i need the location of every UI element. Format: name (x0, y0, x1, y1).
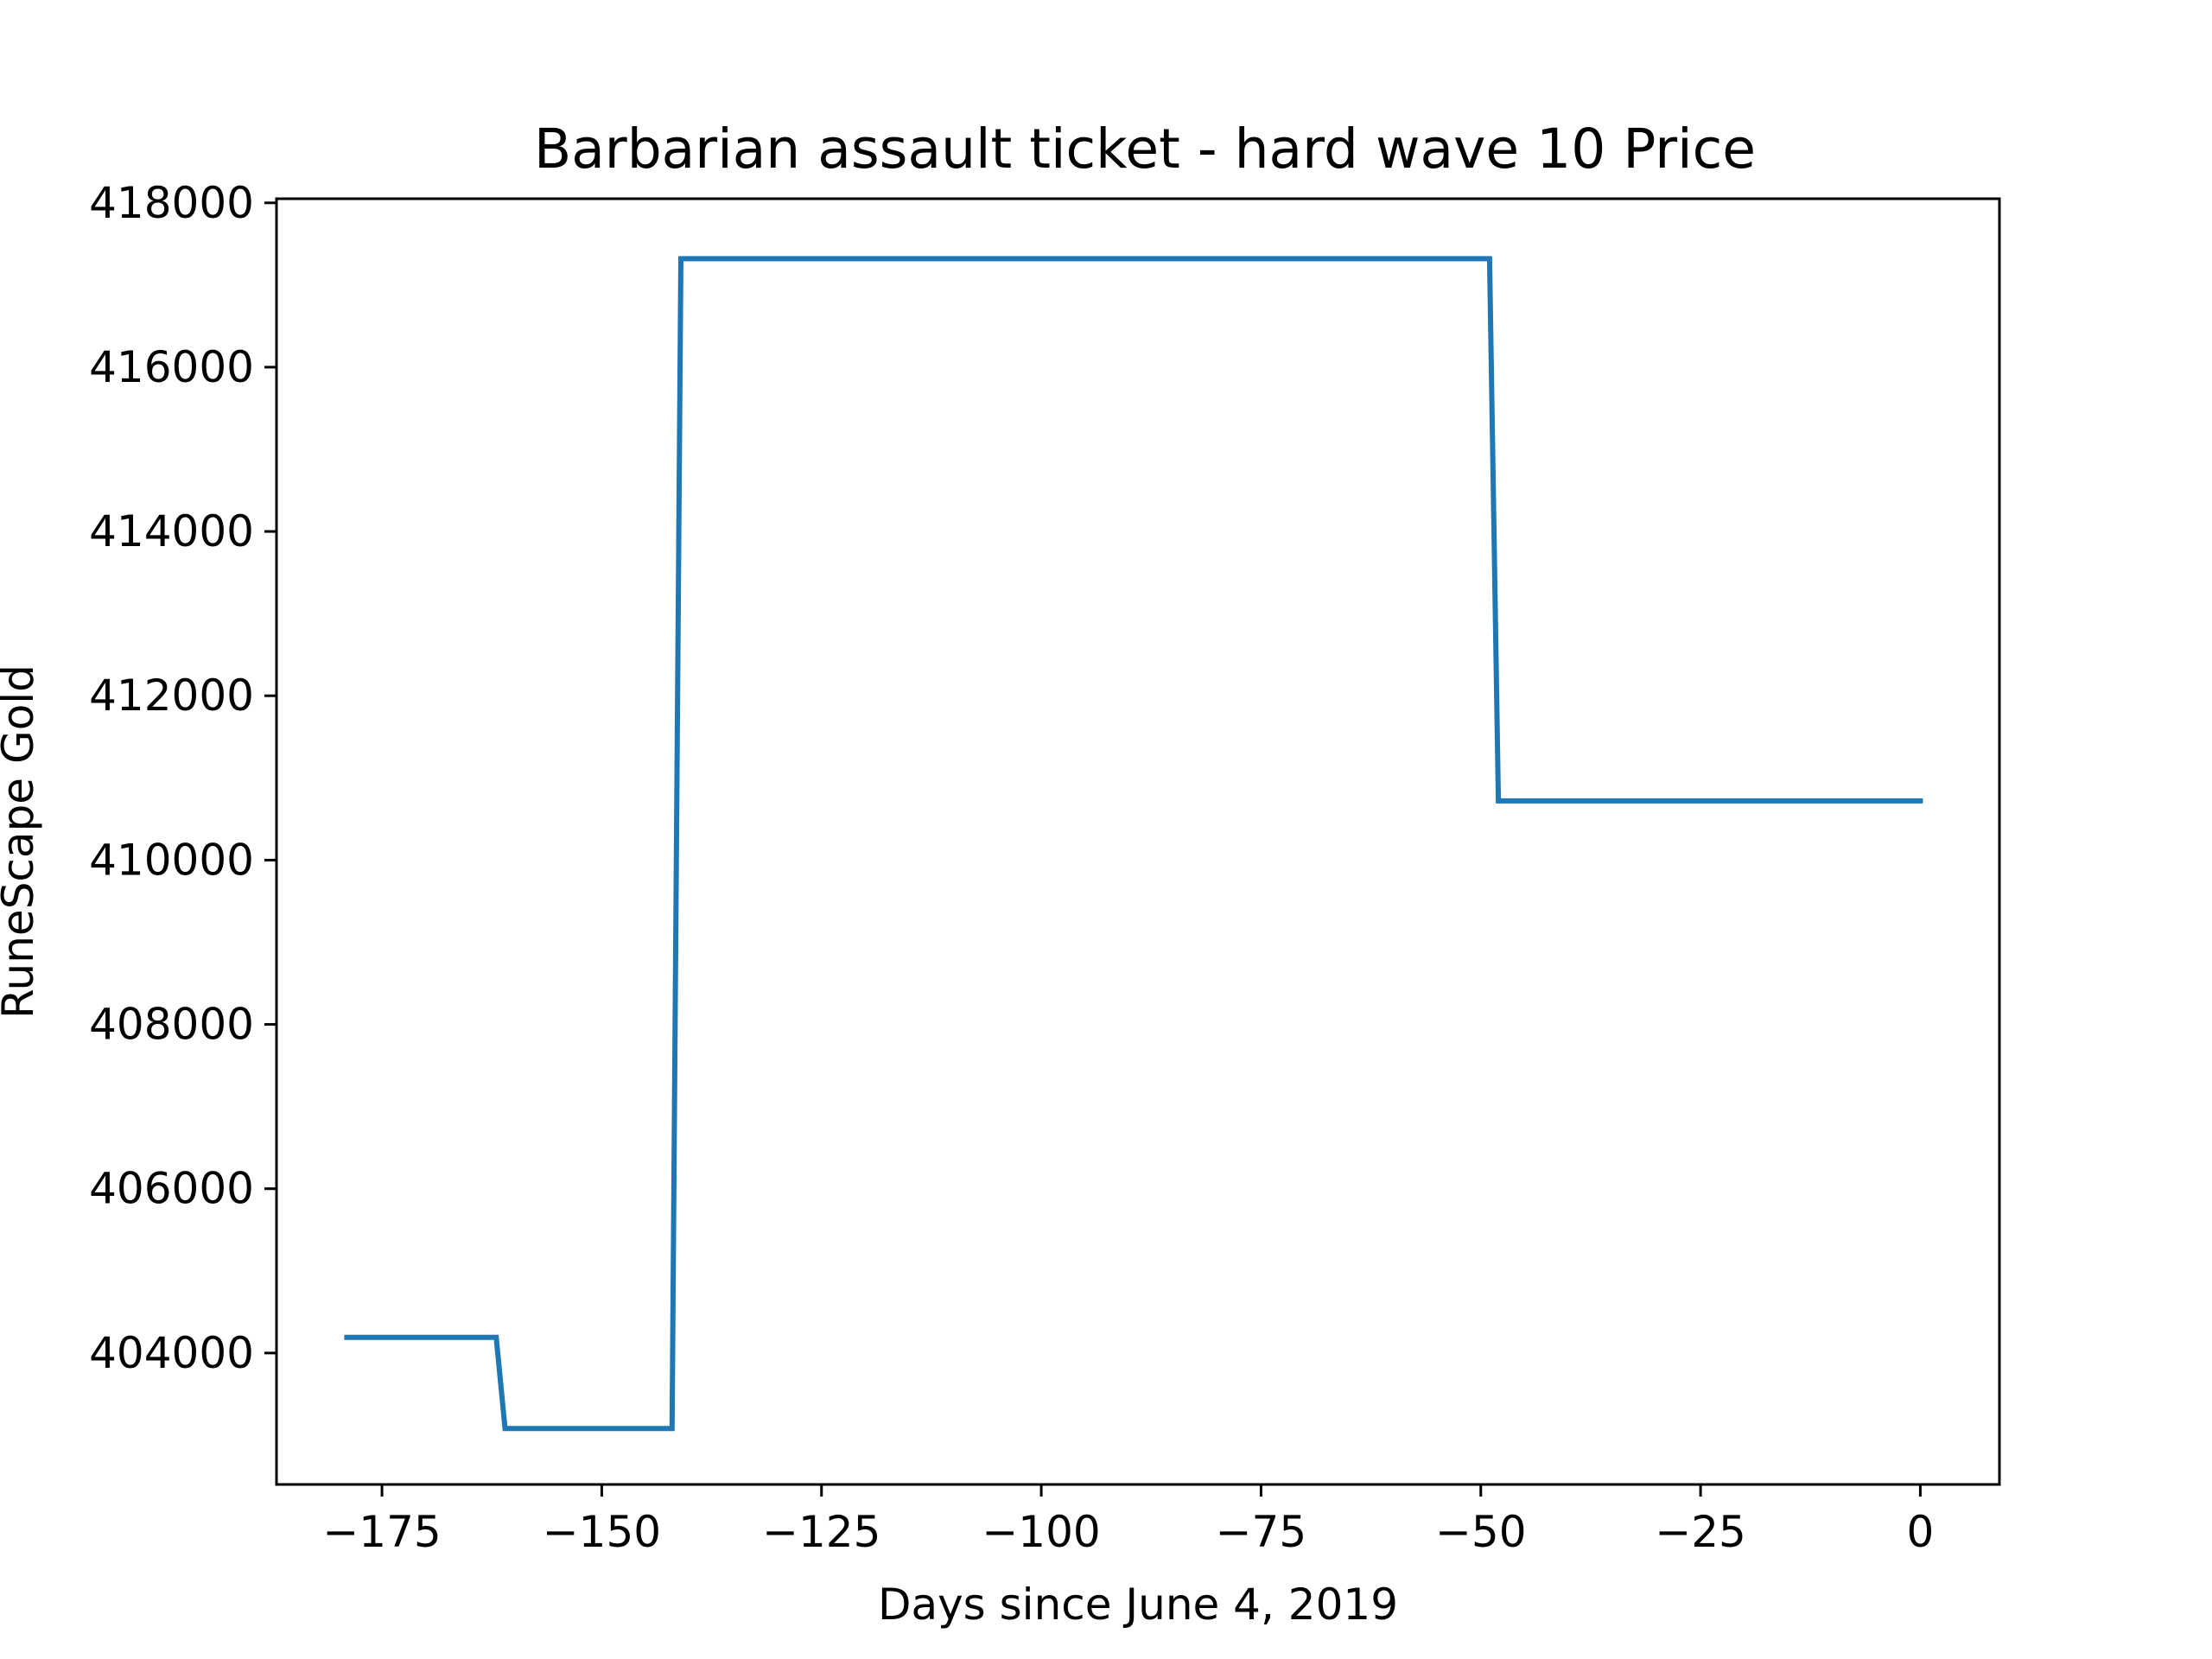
y-axis-ticks: 404000 406000 408000 410000 412000 414000 4160… (89, 178, 276, 1378)
x-tick-label: −25 (1655, 1507, 1746, 1557)
y-tick-label: 404000 (89, 1328, 254, 1378)
y-axis-label: RuneScape Gold (0, 664, 43, 1019)
y-tick-label: 418000 (89, 178, 254, 228)
x-axis-label: Days since June 4, 2019 (878, 1580, 1398, 1630)
x-axis-ticks: −175 −150 −125 −100 −75 −50 −25 0 (322, 1484, 1934, 1557)
chart-title: Barbarian assault ticket - hard wave 10 … (534, 118, 1756, 181)
y-tick-label: 408000 (89, 1000, 254, 1050)
y-tick-label: 412000 (89, 671, 254, 721)
x-tick-label: −75 (1216, 1507, 1307, 1557)
x-tick-label: −150 (543, 1507, 661, 1557)
x-tick-label: −125 (762, 1507, 880, 1557)
plot-area-frame (275, 197, 2001, 1486)
x-tick-label: 0 (1907, 1507, 1935, 1557)
price-series-line (344, 256, 1923, 1432)
x-tick-label: −50 (1435, 1507, 1527, 1557)
y-tick-label: 410000 (89, 835, 254, 885)
y-tick-label: 414000 (89, 506, 254, 556)
y-tick-label: 416000 (89, 342, 254, 392)
series-layer (344, 256, 1923, 1432)
x-tick-label: −100 (982, 1507, 1100, 1557)
x-tick-label: −175 (322, 1507, 441, 1557)
y-tick-label: 406000 (89, 1164, 254, 1214)
